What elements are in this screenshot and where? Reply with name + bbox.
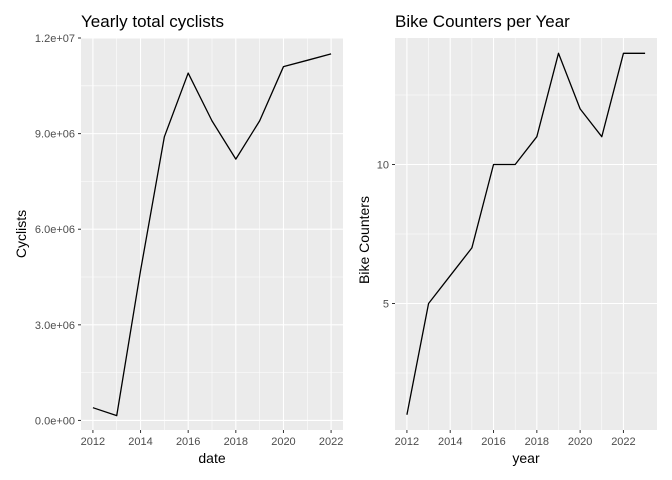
bike-counters-series-line [406,52,646,415]
x-tick-label: 2012 [81,436,105,448]
y-tick-label: 10 [377,159,389,171]
x-axis-title: date [198,450,225,466]
x-axis-title: year [512,450,540,466]
x-tick-label: 2012 [395,436,419,448]
y-tick-label: 6.0e+06 [35,224,75,236]
x-tick-label: 2022 [319,436,343,448]
x-tick-label: 2016 [481,436,505,448]
x-tick-label: 2016 [176,436,200,448]
x-tick-label: 2020 [271,436,295,448]
x-tick-label: 2014 [128,436,152,448]
chart-title: Bike Counters per Year [395,12,570,31]
gridlines [395,38,657,430]
ticks: 2012 2014 2016 2018 2020 2022 0.0e+00 3.0e+06 6.… [35,33,343,448]
chart-panel-counters: Bike Counters per Year 2012 2014 2016 2018 2… [356,12,657,466]
y-tick-label: 9.0e+06 [35,129,75,141]
x-tick-label: 2020 [568,436,592,448]
y-tick-label: 1.2e+07 [35,33,75,45]
x-tick-label: 2022 [611,436,635,448]
y-tick-label: 0.0e+00 [35,415,75,427]
gridlines [81,37,343,430]
y-tick-label: 5 [383,299,389,311]
ticks: 2012 2014 2016 2018 2020 2022 5 10 [377,159,636,448]
x-tick-label: 2018 [224,436,248,448]
cyclists-series-line [92,53,332,417]
y-tick-label: 3.0e+06 [35,320,75,332]
y-axis-title: Bike Counters [356,196,372,284]
chart-panel-cyclists: Yearly total cyclists 2012 2014 2016 2018 20… [13,12,343,466]
x-tick-label: 2014 [438,436,462,448]
x-tick-label: 2018 [525,436,549,448]
y-axis-title: Cyclists [13,210,29,258]
chart-title: Yearly total cyclists [81,12,224,31]
